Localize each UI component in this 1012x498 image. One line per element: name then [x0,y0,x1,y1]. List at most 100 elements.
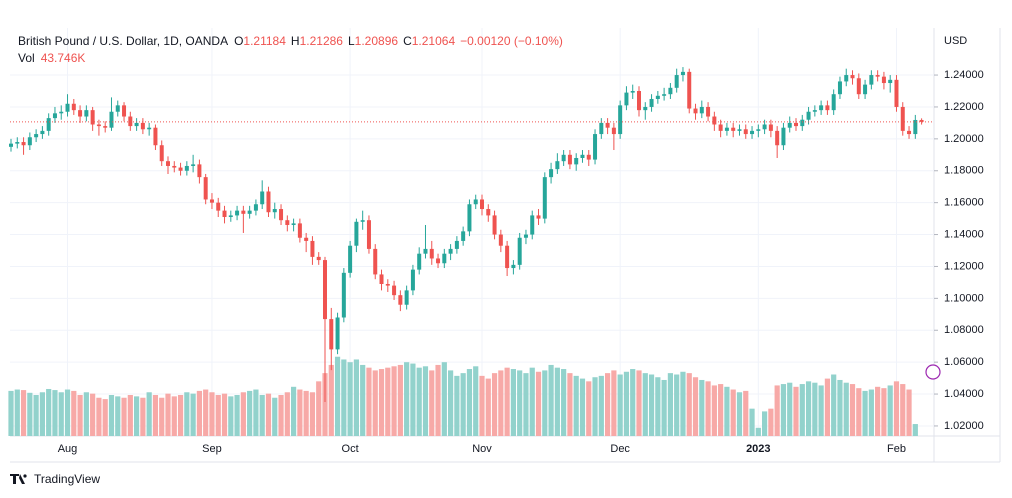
volume-bar [699,379,705,436]
volume-bar [605,373,611,436]
candle-body [109,111,114,128]
candle-body [385,283,390,286]
candle-body [423,248,428,254]
volume-bar [64,389,71,436]
volume-bar [115,396,121,436]
candle-body [442,253,447,264]
x-tick-label: Nov [472,443,492,455]
volume-bar [410,363,416,436]
candle-body [599,122,604,135]
y-tick-label: 1.04000 [944,388,984,400]
volume-bar [793,386,799,436]
candle-body [731,127,736,131]
volume-bar [429,370,435,436]
y-tick-label: 1.20000 [944,133,984,145]
candles [9,67,934,403]
axes: 1.02000 1.04000 1.06000 1.08000 1.10000 1.120… [58,69,984,455]
candle-body [40,130,45,135]
candle-body [304,237,309,241]
candle-body [913,119,918,135]
candle-body [153,127,158,146]
candle-body [398,295,403,305]
candle-body [122,105,127,117]
candle-body [680,71,685,76]
volume-bar [680,371,686,436]
volume-bar [247,390,253,436]
volume-bar [718,384,724,436]
volume-bar [529,367,535,436]
candle-body [90,110,95,125]
candle-body [618,105,623,135]
volume-bar [83,392,89,436]
candle-body [78,110,83,117]
y-tick-label: 1.02000 [944,420,984,432]
volume-bar [360,364,366,436]
volume-bar [862,390,868,436]
indicator-badge[interactable] [925,364,941,380]
volume-bar [812,382,818,436]
volume-bar [422,366,429,436]
ohlc-slot: O1.21184 H1.21286 L1.20896 C1.21064 [234,34,455,48]
candle-body [480,199,484,210]
candle-body [574,157,579,165]
candle-body [65,103,70,112]
volume-bar [655,377,661,436]
volume-bar [284,392,290,436]
candle-body [134,122,139,127]
volume-bar [108,395,115,436]
candle-body [806,111,811,120]
candle-body [593,134,598,160]
volume-bar [353,359,359,436]
candle-body [473,199,478,205]
volume-bar [743,390,749,436]
candle-body [404,290,409,305]
volume-bar [824,378,830,436]
candle-body [103,126,108,128]
volume-bar [535,371,542,436]
volume-bar [184,392,190,436]
volume-bar [140,397,146,436]
candle-body [191,164,196,166]
volume-bar [711,385,717,436]
volume-bar [328,364,334,436]
candle-body [366,220,371,249]
volume-bar [404,362,410,436]
ohlc-letter: H [291,34,300,48]
volume-bar [33,395,39,436]
volume-bar [448,370,454,436]
candle-body [392,285,397,296]
candle-body [919,119,924,122]
candle-body [505,245,510,269]
volume-bar [736,392,743,436]
y-tick-label: 1.08000 [944,324,984,336]
candle-body [900,106,905,131]
candle-body [178,167,183,171]
symbol-title: British Pound / U.S. Dollar, 1D, OANDA [18,34,228,48]
volume-title: Vol [18,51,35,65]
volume-bar [14,389,20,436]
candle-body [881,76,886,84]
x-tick-label: Aug [58,443,78,455]
volume-bar [504,367,510,436]
volume-bar [90,393,96,436]
candle-body [373,248,378,275]
candle-body [21,142,26,146]
volume-bar [435,364,441,436]
volume-bar [460,373,466,436]
volume-bar [228,396,234,436]
candle-body [831,94,836,111]
brand-name: TradingView [34,472,100,486]
volume-bar [661,379,667,436]
volume-bar [190,393,196,436]
candle-body [750,130,755,135]
candle-body [662,94,667,96]
candle-body [203,177,208,200]
candle-body [649,98,654,107]
volume-bar [165,393,171,436]
volume-header: Vol 43.746K [18,51,85,65]
volume-bar [77,395,83,436]
candle-body [128,116,133,127]
volume-bar [58,392,64,436]
volume-bar [171,396,177,436]
volume-bar [215,395,221,436]
